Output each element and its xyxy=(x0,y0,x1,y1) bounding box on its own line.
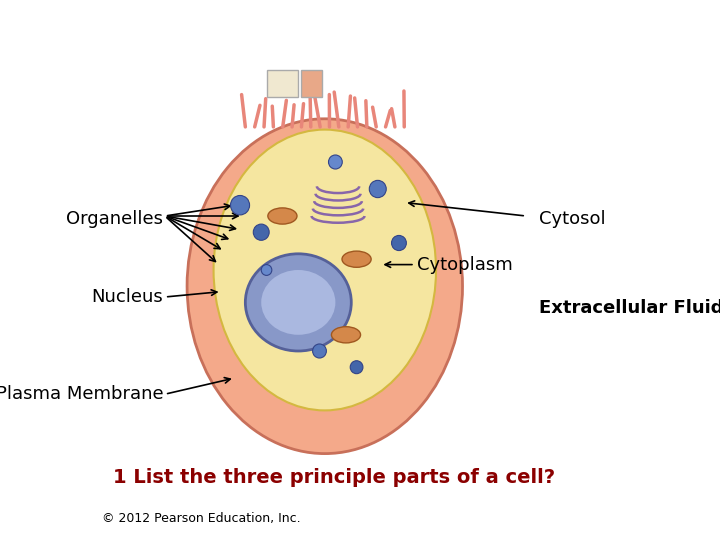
Text: 1 List the three principle parts of a cell?: 1 List the three principle parts of a ce… xyxy=(113,468,555,488)
Ellipse shape xyxy=(342,251,371,267)
Text: Nucleus: Nucleus xyxy=(91,288,163,306)
Text: © 2012 Pearson Education, Inc.: © 2012 Pearson Education, Inc. xyxy=(102,512,301,525)
Ellipse shape xyxy=(331,327,361,343)
Circle shape xyxy=(392,235,406,251)
Circle shape xyxy=(350,361,363,374)
Ellipse shape xyxy=(187,119,462,454)
Circle shape xyxy=(312,344,326,358)
Text: Cytoplasm: Cytoplasm xyxy=(418,255,513,274)
Circle shape xyxy=(369,180,386,198)
Text: Organelles: Organelles xyxy=(66,210,163,228)
Ellipse shape xyxy=(268,208,297,224)
FancyBboxPatch shape xyxy=(301,70,322,97)
Circle shape xyxy=(253,224,269,240)
Text: Cytosol: Cytosol xyxy=(539,210,606,228)
Ellipse shape xyxy=(214,130,436,410)
Text: Plasma Membrane: Plasma Membrane xyxy=(0,385,163,403)
FancyBboxPatch shape xyxy=(266,70,298,97)
Ellipse shape xyxy=(246,254,351,351)
Text: Extracellular Fluid: Extracellular Fluid xyxy=(539,299,720,317)
Circle shape xyxy=(230,195,250,215)
Circle shape xyxy=(261,265,272,275)
Ellipse shape xyxy=(261,270,336,335)
Circle shape xyxy=(328,155,342,169)
